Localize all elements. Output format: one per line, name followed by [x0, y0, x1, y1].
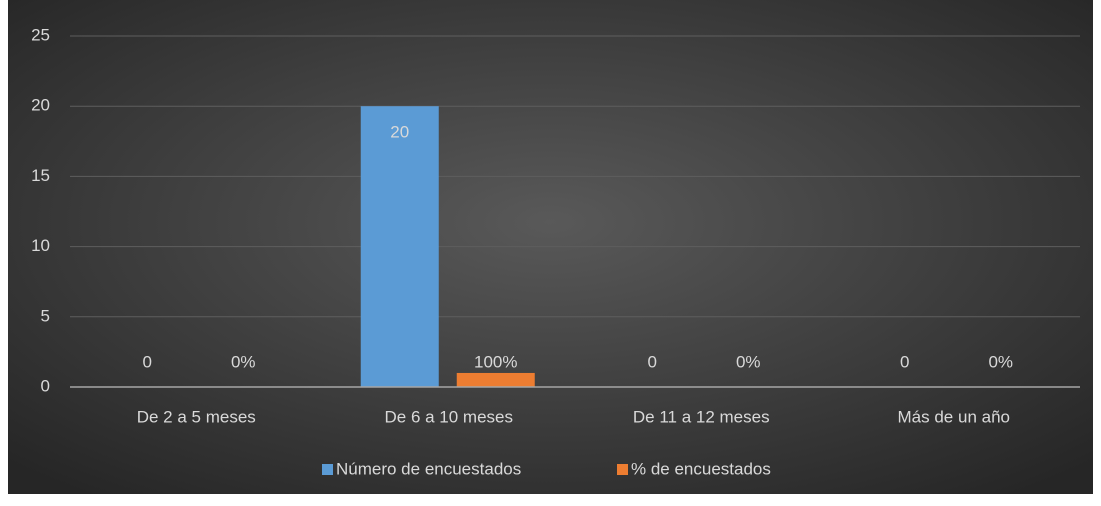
- x-tick-label: De 6 a 10 meses: [384, 407, 513, 426]
- y-tick-label: 15: [31, 166, 50, 185]
- data-label: 0: [900, 352, 909, 371]
- legend-label: Número de encuestados: [336, 459, 521, 478]
- y-tick-label: 25: [31, 25, 50, 44]
- legend-swatch: [322, 464, 333, 475]
- data-label: 100%: [474, 352, 517, 371]
- bar: [360, 106, 439, 387]
- y-tick-label: 0: [41, 376, 50, 395]
- legend-label: % de encuestados: [631, 459, 771, 478]
- y-tick-label: 10: [31, 236, 50, 255]
- data-label: 0%: [988, 352, 1013, 371]
- legend-swatch: [617, 464, 628, 475]
- bar: [456, 372, 535, 387]
- data-label: 0: [648, 352, 657, 371]
- x-tick-label: De 2 a 5 meses: [137, 407, 256, 426]
- y-tick-label: 20: [31, 96, 50, 115]
- data-label: 0: [143, 352, 152, 371]
- data-label: 0%: [231, 352, 256, 371]
- x-tick-label: De 11 a 12 meses: [633, 407, 770, 426]
- x-tick-label: Más de un año: [898, 407, 1010, 426]
- data-label: 0%: [736, 352, 761, 371]
- data-label: 20: [390, 123, 409, 142]
- y-tick-label: 5: [41, 306, 50, 325]
